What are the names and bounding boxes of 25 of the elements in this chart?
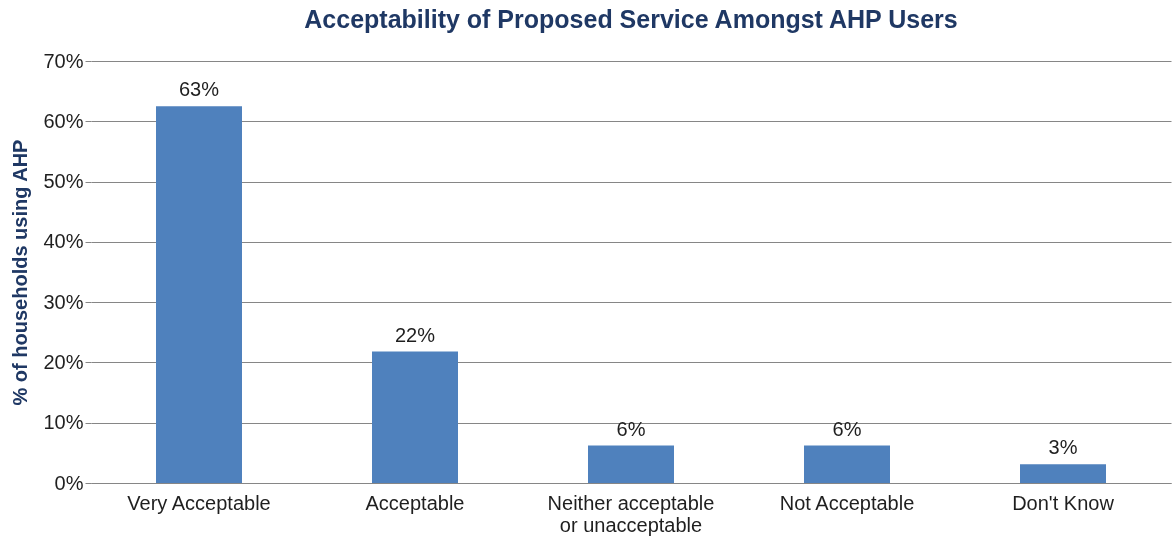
y-tick-label: 70% — [43, 49, 84, 72]
x-tick-label: Not Acceptable — [779, 491, 915, 514]
y-axis-title: % of households using AHP — [9, 139, 32, 406]
y-tick-label: 50% — [43, 170, 84, 193]
y-tick-label: 0% — [54, 471, 84, 494]
bar — [372, 351, 458, 483]
x-tick-label: Neither acceptable or unacceptable — [547, 491, 715, 536]
data-label: 6% — [616, 417, 646, 440]
data-label: 6% — [832, 417, 862, 440]
y-tick-label: 40% — [43, 230, 84, 253]
data-label: 3% — [1048, 436, 1078, 459]
x-tick-label: Acceptable — [365, 491, 465, 514]
bar — [1020, 464, 1106, 483]
bar — [588, 445, 674, 483]
x-tick-label: Don't Know — [1012, 491, 1115, 514]
data-label: 63% — [178, 78, 220, 101]
bar — [156, 106, 242, 483]
x-tick-label: Very Acceptable — [127, 491, 271, 514]
y-tick-label: 60% — [43, 109, 84, 132]
chart-title: Acceptability of Proposed Service Amongst AHP Users — [304, 5, 958, 33]
bar — [804, 445, 890, 483]
y-tick-label: 10% — [43, 411, 84, 434]
data-label: 22% — [394, 323, 436, 346]
y-tick-label: 20% — [43, 350, 84, 373]
y-tick-label: 30% — [43, 290, 84, 313]
